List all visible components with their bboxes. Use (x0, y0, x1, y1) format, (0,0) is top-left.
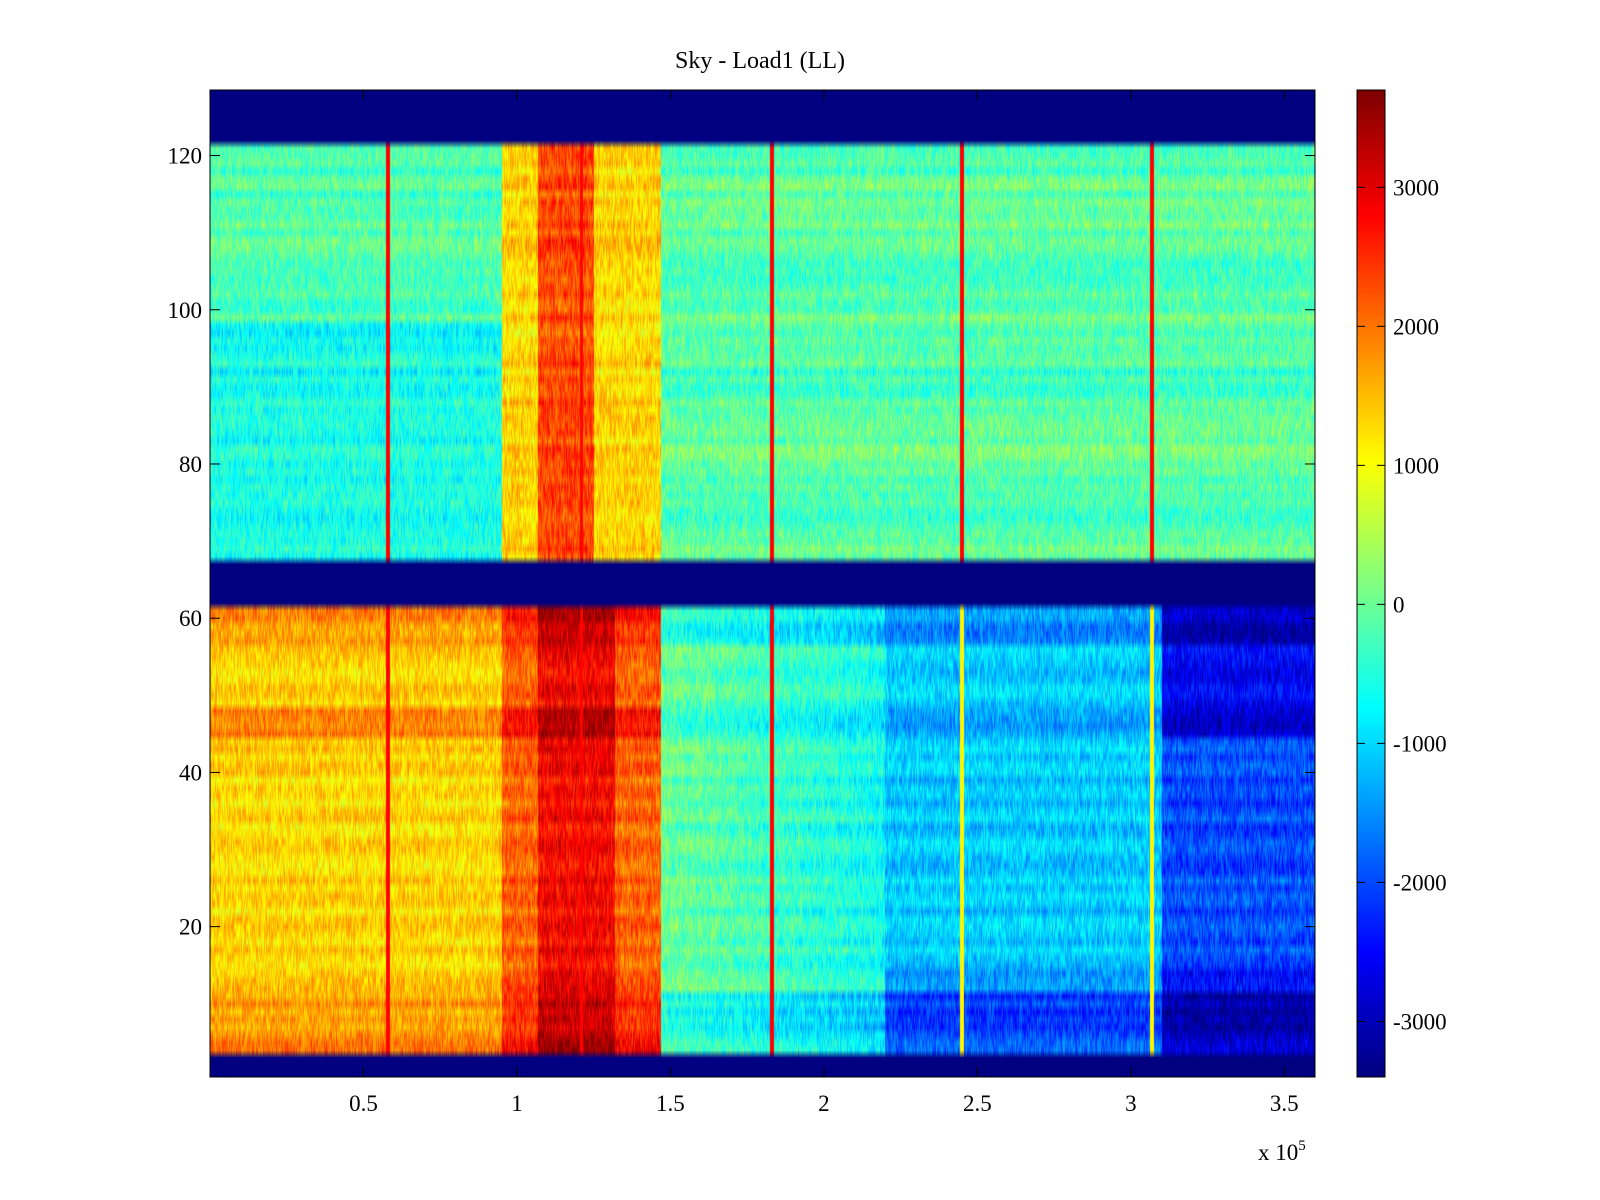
x-tick-label: 1 (511, 1091, 523, 1116)
y-tick-label: 40 (179, 760, 202, 785)
colorbar-tick-label: 2000 (1393, 314, 1439, 339)
colorbar: -3000 -2000 -1000 0 1000 2000 3000 (1356, 89, 1447, 1078)
heatmap-image (210, 90, 1315, 1077)
y-tick-label: 120 (168, 144, 203, 169)
x-scale-label: x 105 (1258, 1138, 1306, 1165)
x-tick-label: 2.5 (963, 1091, 992, 1116)
y-tick-label: 60 (179, 606, 202, 631)
heatmap-plot (209, 89, 1316, 1078)
y-tick-label: 100 (168, 298, 203, 323)
colorbar-tick-label: 0 (1393, 592, 1405, 617)
colorbar-ticks: -3000 -2000 -1000 0 1000 2000 3000 (1357, 175, 1447, 1034)
y-tick-label: 20 (179, 915, 202, 940)
y-axis: 20 40 60 80 100 120 (168, 144, 1315, 940)
x-scale-base: x 10 (1258, 1140, 1298, 1165)
colorbar-tick-label: -1000 (1393, 731, 1447, 756)
x-tick-label: 1.5 (656, 1091, 685, 1116)
colorbar-gradient (1357, 90, 1385, 1077)
plot-frame (209, 89, 1316, 1078)
colorbar-tick-label: -2000 (1393, 870, 1447, 895)
colorbar-tick-label: -3000 (1393, 1009, 1447, 1034)
x-tick-label: 3 (1125, 1091, 1137, 1116)
x-axis: 0.5 1 1.5 2 2.5 3 3.5 (349, 90, 1299, 1116)
chart-title: Sky - Load1 (LL) (675, 48, 845, 74)
x-scale-exponent: 5 (1298, 1138, 1306, 1154)
colorbar-frame (1356, 89, 1386, 1078)
y-tick-label: 80 (179, 452, 202, 477)
x-tick-label: 2 (818, 1091, 830, 1116)
x-tick-label: 3.5 (1270, 1091, 1299, 1116)
x-tick-label: 0.5 (349, 1091, 378, 1116)
colorbar-tick-label: 3000 (1393, 175, 1439, 200)
colorbar-tick-label: 1000 (1393, 453, 1439, 478)
